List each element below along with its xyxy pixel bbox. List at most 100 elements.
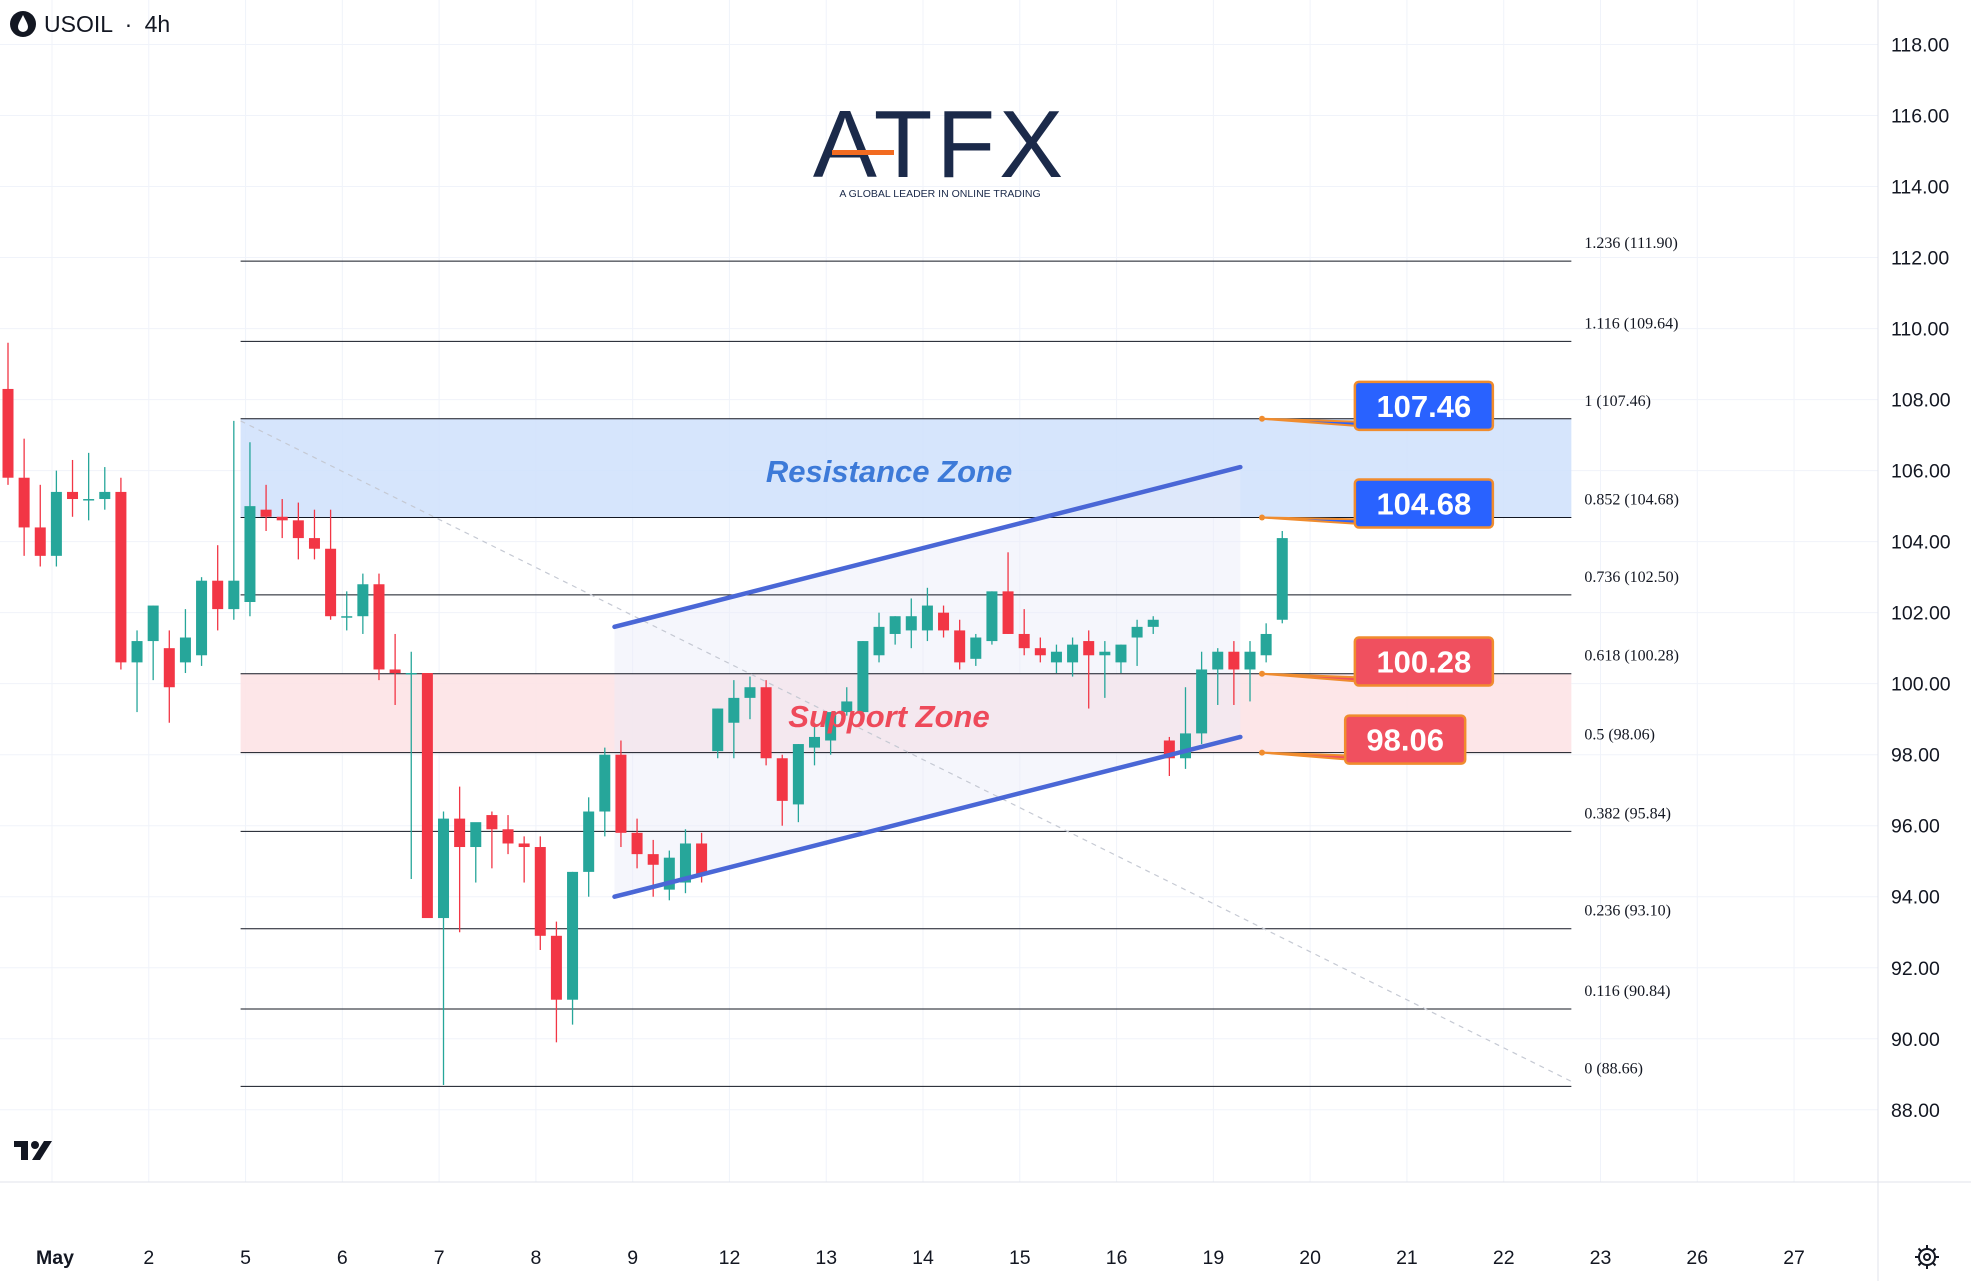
candle-up [728, 697, 740, 723]
price-tick-label: 88.00 [1891, 1100, 1940, 1122]
fib-level-label: 0.852 (104.68) [1584, 491, 1679, 508]
callout-price-text: 98.06 [1366, 723, 1444, 758]
price-tick-label: 104.00 [1891, 532, 1951, 554]
price-tick-label: 102.00 [1891, 603, 1951, 625]
time-tick-label: 19 [1203, 1247, 1225, 1269]
fib-level-label: 0.618 (100.28) [1584, 648, 1679, 665]
price-callout: 104.68 [1259, 478, 1495, 529]
candle-down [502, 829, 514, 844]
price-tick-label: 114.00 [1891, 177, 1949, 199]
candle-up [405, 673, 417, 675]
time-tick-label: 5 [240, 1247, 251, 1269]
callout-anchor-dot [1259, 415, 1265, 422]
callout-anchor-dot [1259, 670, 1265, 677]
candle-up [825, 712, 837, 741]
callout-box [1353, 636, 1495, 687]
symbol-separator: · [125, 11, 133, 37]
fib-level-label: 1.116 (109.64) [1584, 315, 1678, 332]
candle-up [873, 626, 885, 656]
candle-down [1228, 651, 1240, 670]
candle-up [1131, 626, 1143, 638]
candle-up [599, 754, 611, 812]
candle-up [1196, 669, 1208, 734]
candle-up [679, 843, 691, 883]
channel-shade [614, 467, 1241, 897]
fib-layer: 0 (88.66) 0.116 (90.84) 0.236 (93.10) 0.382… [240, 235, 1679, 1087]
candle-up [663, 857, 675, 890]
resistance-zone-label: Resistance Zone [766, 454, 1012, 489]
callout-price-text: 104.68 [1376, 486, 1471, 521]
time-tick-label: 15 [1009, 1247, 1031, 1269]
candle-up [1050, 651, 1062, 663]
symbol-name: USOIL [44, 11, 113, 37]
price-callout: 100.28 [1259, 636, 1495, 687]
candle-up [147, 605, 159, 642]
trend-layer [240, 420, 1572, 1082]
candle-down [1018, 633, 1030, 649]
candle-down [954, 630, 966, 663]
candle-down [534, 847, 546, 936]
price-tick-label: 116.00 [1891, 106, 1949, 128]
candle-down [938, 612, 950, 631]
fib-level-label: 0.116 (90.84) [1584, 983, 1670, 1000]
fib-level-label: 0.736 (102.50) [1584, 569, 1679, 586]
logo-brand: ATFX [813, 91, 1067, 198]
candle-up [970, 637, 982, 659]
price-tick-label: 108.00 [1891, 390, 1951, 412]
candle-down [325, 548, 337, 617]
candle-down [454, 818, 466, 848]
candle-up [1276, 538, 1288, 620]
channel-layer [612, 464, 1243, 899]
candle-up [583, 811, 595, 872]
candle-down [67, 491, 79, 500]
candle-up [1099, 651, 1111, 656]
time-tick-label: 22 [1493, 1247, 1515, 1269]
candle-up [244, 506, 256, 603]
grid-layer [0, 0, 1878, 1182]
candle-up [712, 708, 724, 752]
fib-level-label: 0.236 (93.10) [1584, 903, 1671, 920]
candle-up [921, 605, 933, 631]
candle-down [647, 854, 659, 865]
candle-up [470, 822, 482, 848]
fib-level-label: 0.382 (95.84) [1584, 805, 1671, 822]
fib-level-label: 0 (88.66) [1584, 1060, 1643, 1077]
candle-down [212, 580, 224, 610]
symbol-header[interactable]: USOIL · 4h [10, 11, 170, 37]
candle-down [486, 815, 498, 830]
candle-down [389, 669, 401, 674]
candle-up [1147, 619, 1159, 627]
price-tick-label: 98.00 [1891, 745, 1940, 767]
gear-icon[interactable] [1915, 1245, 1939, 1269]
svg-text:USOIL · 4h: USOIL · 4h [44, 11, 170, 37]
time-tick-label: 2 [143, 1247, 154, 1269]
candle-up [341, 616, 353, 618]
time-tick-label: 12 [719, 1247, 741, 1269]
candle-down [2, 388, 14, 478]
logo-accent-bar [832, 150, 894, 155]
callout-anchor-dot [1259, 514, 1265, 521]
candle-up [1212, 651, 1224, 670]
price-tick-label: 106.00 [1891, 461, 1951, 483]
time-tick-label: 14 [912, 1247, 934, 1269]
price-tick-label: 112.00 [1891, 248, 1949, 270]
callout-anchor-dot [1259, 749, 1265, 756]
candle-down [1002, 591, 1014, 634]
candle-up [792, 744, 804, 805]
candle-up [438, 818, 450, 919]
time-tick-label: 27 [1783, 1247, 1805, 1269]
callout-box [1353, 380, 1495, 432]
callout-price-text: 107.46 [1376, 389, 1471, 424]
candle-down [615, 754, 627, 833]
time-tick-label: 16 [1106, 1247, 1128, 1269]
candle-down [18, 477, 30, 528]
callout-box [1343, 714, 1467, 765]
candle-down [1034, 648, 1046, 656]
candle-up [1260, 633, 1272, 656]
time-tick-label: May [36, 1247, 74, 1269]
atfx-logo: ATFX A GLOBAL LEADER IN ONLINE TRADING [813, 91, 1067, 200]
logo-tagline: A GLOBAL LEADER IN ONLINE TRADING [839, 188, 1040, 200]
